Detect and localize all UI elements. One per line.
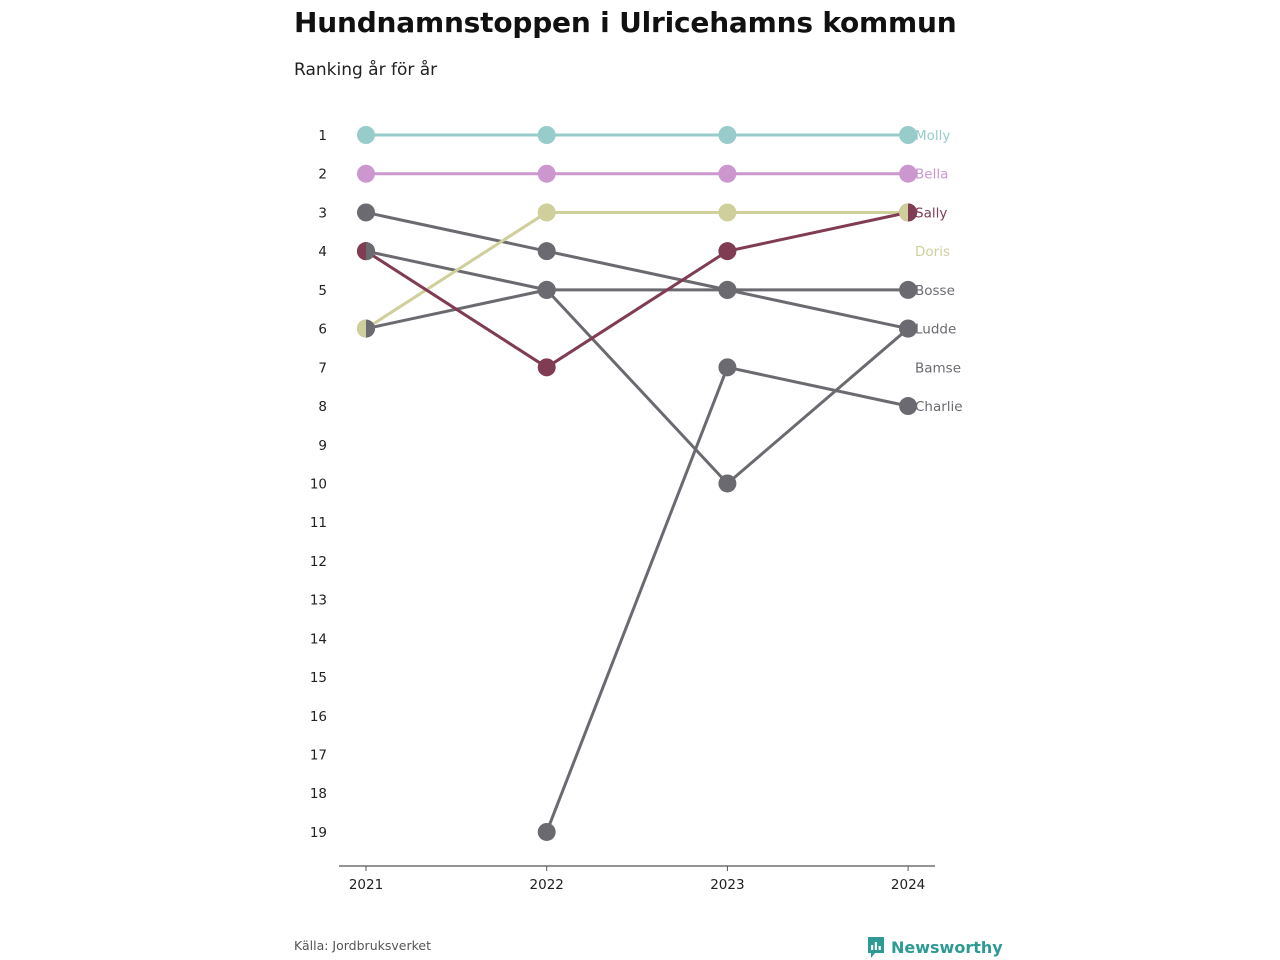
data-point-doris[interactable] — [718, 203, 737, 222]
data-point-shared-left — [357, 319, 366, 338]
y-tick-label: 2 — [318, 167, 327, 183]
data-point-sally[interactable] — [718, 242, 737, 261]
y-tick-label: 17 — [310, 748, 327, 764]
series-points — [357, 126, 918, 841]
data-point-shared-right — [366, 319, 375, 338]
data-point-sally[interactable] — [537, 358, 556, 377]
y-tick-label: 13 — [310, 593, 327, 609]
y-tick-label: 18 — [310, 786, 327, 802]
y-tick-label: 19 — [310, 825, 327, 841]
series-line-sally — [365, 210, 909, 369]
data-point-ludde[interactable] — [899, 319, 918, 338]
y-tick-label: 1 — [318, 128, 327, 144]
brand-logo[interactable]: Newsworthy — [866, 935, 1003, 959]
y-tick-label: 15 — [310, 670, 327, 686]
y-tick-label: 16 — [310, 709, 327, 725]
data-point-molly[interactable] — [537, 126, 556, 144]
data-point-bella[interactable] — [357, 164, 375, 183]
series-line-bosse — [365, 210, 909, 292]
data-point-bella[interactable] — [899, 164, 918, 183]
data-point-charlie[interactable] — [537, 822, 556, 841]
data-point-charlie[interactable] — [718, 358, 737, 377]
series-label-sally: Sally — [915, 205, 947, 221]
y-tick-label: 14 — [310, 631, 327, 647]
source-note: Källa: Jordbruksverket — [294, 938, 431, 953]
series-line-charlie — [545, 365, 909, 833]
x-tick-label: 2024 — [891, 877, 925, 893]
data-point-shared-left — [357, 242, 366, 261]
series-label-bamse: Bamse — [915, 360, 961, 376]
bar-chart-pin-icon — [868, 937, 884, 958]
data-point-shared-right — [366, 242, 375, 261]
data-point-charlie[interactable] — [899, 397, 918, 416]
series-label-ludde: Ludde — [915, 322, 956, 338]
chart-title: Hundnamnstoppen i Ulricehamns kommun — [294, 6, 957, 39]
series-lines — [365, 133, 910, 833]
y-tick-label: 10 — [310, 476, 327, 492]
data-point-ludde[interactable] — [718, 474, 737, 493]
data-point-bella[interactable] — [537, 164, 556, 183]
series-label-doris: Doris — [915, 244, 950, 260]
y-tick-label: 3 — [318, 205, 327, 221]
data-point-bosse[interactable] — [537, 242, 556, 261]
y-tick-label: 11 — [310, 515, 327, 531]
data-point-bosse[interactable] — [357, 203, 375, 222]
x-tick-label: 2023 — [710, 877, 744, 893]
series-line-doris — [365, 210, 909, 330]
data-point-bosse[interactable] — [899, 280, 918, 299]
data-point-molly[interactable] — [718, 126, 737, 144]
data-point-shared-right — [908, 203, 918, 222]
series-label-molly: Molly — [915, 128, 950, 144]
x-tick-label: 2022 — [530, 877, 564, 893]
y-tick-label: 7 — [318, 360, 327, 376]
chart-subtitle: Ranking år för år — [294, 60, 438, 80]
data-point-molly[interactable] — [357, 126, 375, 144]
data-point-bamse[interactable] — [718, 280, 737, 299]
series-label-bella: Bella — [915, 167, 948, 183]
data-point-doris[interactable] — [537, 203, 556, 222]
brand-name: Newsworthy — [891, 937, 1003, 957]
series-line-ludde — [365, 288, 910, 485]
series-label-bosse: Bosse — [915, 283, 955, 299]
y-tick-label: 9 — [318, 438, 327, 454]
x-tick-label: 2021 — [349, 877, 383, 893]
data-point-bella[interactable] — [718, 164, 737, 183]
y-tick-label: 5 — [318, 283, 327, 299]
y-tick-label: 4 — [318, 244, 327, 260]
x-axis: 2021 2022 2023 2024 — [339, 865, 935, 893]
series-labels: Molly Bella Sally Doris Bosse Ludde Bamse Charl… — [915, 128, 963, 415]
y-tick-label: 6 — [318, 322, 327, 338]
data-point-shared-left — [899, 203, 909, 222]
y-tick-label: 8 — [318, 399, 327, 415]
data-point-ludde[interactable] — [537, 280, 556, 299]
data-point-molly[interactable] — [899, 126, 918, 144]
series-label-charlie: Charlie — [915, 399, 963, 415]
y-tick-label: 12 — [310, 554, 327, 570]
